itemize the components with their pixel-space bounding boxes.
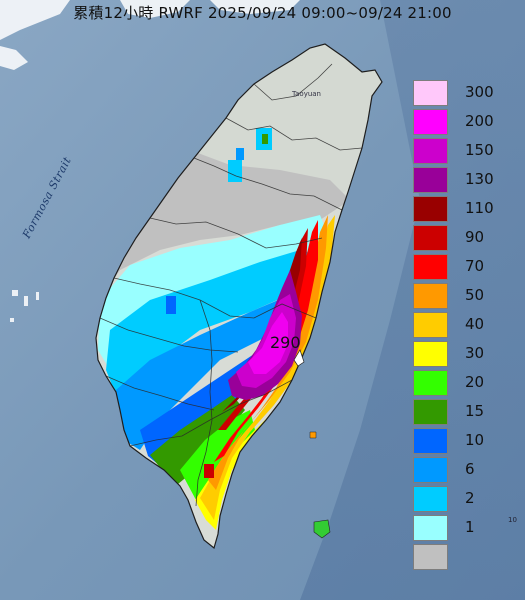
legend-label: 20: [465, 373, 485, 391]
county-boundaries: [99, 63, 363, 507]
legend-label: 150: [465, 141, 494, 159]
map-title: 累積12小時 RWRF 2025/09/24 09:00~09/24 21:00: [73, 4, 452, 22]
legend-label: 2: [465, 489, 475, 507]
max-rainfall-label: 290: [270, 333, 301, 352]
legend-swatch: [413, 370, 448, 396]
legend-swatch: [413, 399, 448, 425]
legend-swatch: [413, 80, 448, 106]
legend-swatch: [413, 283, 448, 309]
legend-swatch: [413, 428, 448, 454]
legend-swatch: [413, 138, 448, 164]
legend-swatch: [413, 457, 448, 483]
legend-label: 40: [465, 315, 485, 333]
legend-swatch: [413, 486, 448, 512]
legend-swatch: [413, 312, 448, 338]
legend-swatch: [413, 515, 448, 541]
place-label-taoyuan: Taoyuan: [292, 90, 321, 98]
legend-swatch: [413, 109, 448, 135]
corner-mark: 10: [508, 516, 517, 524]
legend-swatch: [413, 341, 448, 367]
deep-sea-east: [300, 0, 525, 600]
legend-label: 110: [465, 199, 494, 217]
legend-swatch: [413, 196, 448, 222]
cloud-specks: [0, 0, 300, 322]
legend-label: 30: [465, 344, 485, 362]
legend-swatch: [413, 167, 448, 193]
legend-label: 300: [465, 83, 494, 101]
legend-label: 70: [465, 257, 485, 275]
legend-label: 130: [465, 170, 494, 188]
green-island: [313, 519, 331, 539]
legend-label: 50: [465, 286, 485, 304]
legend-swatch: [413, 544, 448, 570]
legend-label: 15: [465, 402, 485, 420]
max-marker: [293, 349, 305, 367]
legend-swatch: [413, 254, 448, 280]
legend-swatch: [413, 225, 448, 251]
legend-label: 90: [465, 228, 485, 246]
legend-label: 10: [465, 431, 485, 449]
legend-label: 1: [465, 518, 475, 536]
small-island: [309, 431, 317, 439]
legend-label: 200: [465, 112, 494, 130]
legend-label: 6: [465, 460, 475, 478]
